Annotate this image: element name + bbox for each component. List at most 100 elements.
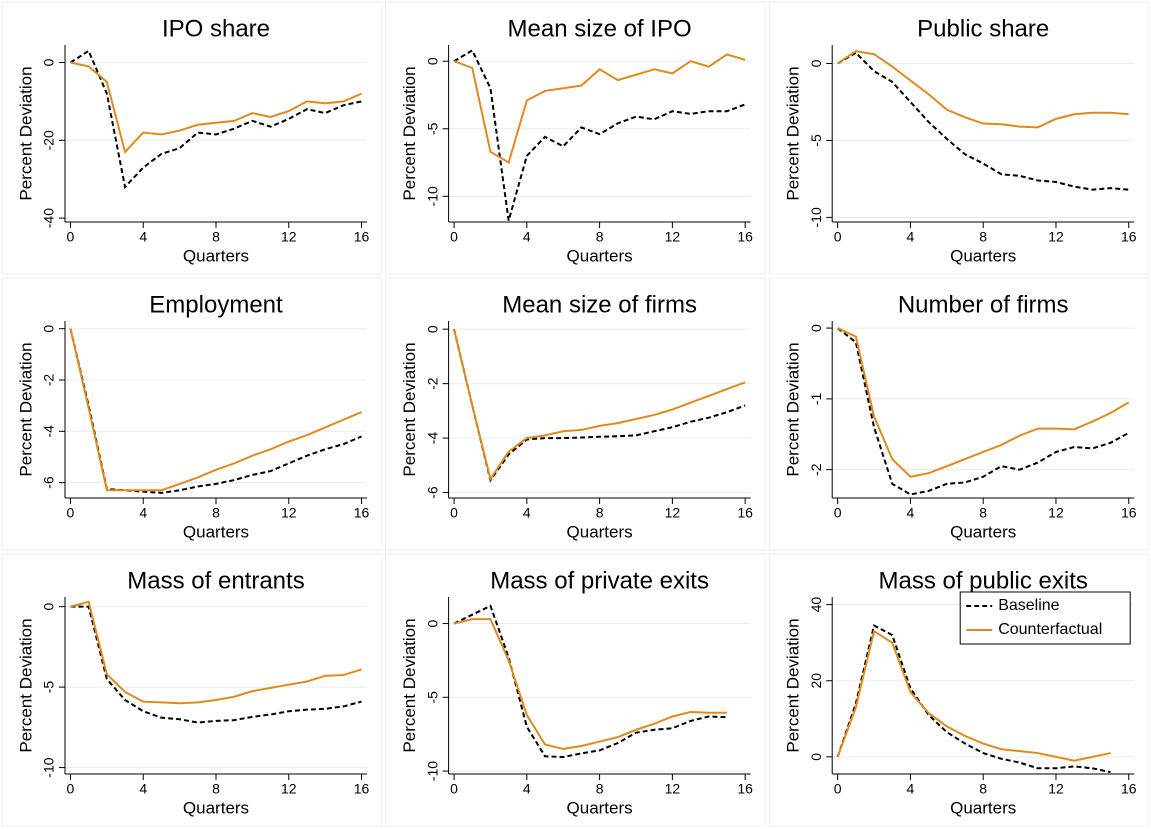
- y-tick-label: -20: [41, 130, 57, 150]
- panel-title: Number of firms: [898, 291, 1069, 318]
- x-tick-label: 16: [354, 505, 370, 521]
- y-tick-label: -40: [41, 208, 57, 228]
- panel: Mass of entrants 0 -5 -10 0 4 8 12 16 Quarters Per…: [1, 553, 383, 827]
- panel-frame: [768, 1, 1150, 275]
- legend-label: Counterfactual: [998, 621, 1102, 638]
- x-tick-label: 16: [737, 505, 753, 521]
- x-tick-label: 4: [907, 229, 915, 245]
- x-tick-label: 12: [281, 505, 297, 521]
- series-line: [453, 48, 746, 221]
- y-axis-label: Percent Deviation: [16, 342, 35, 476]
- series-line: [69, 328, 362, 494]
- series-line: [837, 327, 1130, 478]
- x-tick-label: 4: [523, 781, 531, 797]
- y-tick-label: 0: [41, 603, 57, 611]
- series-line: [837, 327, 1130, 496]
- series-line: [453, 618, 727, 750]
- panel-title: IPO share: [162, 15, 270, 42]
- x-tick-label: 4: [907, 781, 915, 797]
- y-axis-label: Percent Deviation: [16, 618, 35, 752]
- y-axis-label: Percent Deviation: [400, 342, 419, 476]
- panel-title: Mass of private exits: [490, 567, 709, 594]
- series-line: [837, 50, 1129, 129]
- x-tick-label: 0: [834, 781, 842, 797]
- panel-frame: [385, 277, 766, 551]
- x-tick-label: 8: [212, 781, 220, 797]
- y-axis-label: Percent Deviation: [400, 618, 419, 752]
- x-tick-label: 8: [979, 229, 987, 245]
- panel-title: Mean size of IPO: [508, 15, 692, 42]
- x-axis-label: Quarters: [183, 522, 249, 541]
- x-tick-label: 4: [523, 229, 531, 245]
- x-tick-label: 0: [67, 229, 75, 245]
- y-tick-label: -5: [41, 681, 57, 694]
- x-tick-label: 16: [737, 781, 753, 797]
- x-tick-label: 8: [212, 505, 220, 521]
- y-axis-label: Percent Deviation: [784, 618, 803, 752]
- panel: Number of firms 0 -1 -2 0 4 8 12 16 Quarters Perce…: [768, 277, 1150, 551]
- series-line: [453, 604, 727, 759]
- panel: Employment 0 -2 -4 -6 0 4 8 12 16 Quarters Percent …: [1, 277, 383, 551]
- y-tick-label: -2: [808, 463, 824, 476]
- panel-frame: [1, 277, 383, 551]
- series-line: [837, 51, 1129, 191]
- x-tick-label: 12: [281, 229, 297, 245]
- panel: Mass of public exits 0 20 40 0 4 8 12 16 Quarters…: [768, 553, 1150, 827]
- series-line: [70, 605, 362, 724]
- y-tick-label: 0: [808, 753, 824, 761]
- y-tick-label: -4: [41, 425, 57, 438]
- x-tick-label: 8: [596, 781, 604, 797]
- panel-frame: [385, 1, 766, 275]
- x-tick-label: 8: [979, 505, 987, 521]
- panel: Mean size of firms 0 -2 -4 -6 0 4 8 12 16 Quarters…: [385, 277, 766, 551]
- y-tick-label: 0: [424, 619, 440, 627]
- x-tick-label: 12: [1048, 229, 1064, 245]
- x-axis-label: Quarters: [950, 246, 1016, 265]
- x-tick-label: 0: [450, 229, 458, 245]
- x-axis-label: Quarters: [950, 522, 1016, 541]
- panel-frame: [385, 553, 766, 827]
- y-tick-label: 40: [808, 597, 824, 613]
- y-tick-label: 0: [808, 324, 824, 332]
- series-line: [453, 328, 746, 483]
- series-line: [70, 600, 362, 705]
- y-tick-label: -4: [424, 432, 440, 445]
- x-tick-label: 16: [354, 781, 370, 797]
- y-tick-label: 0: [41, 325, 57, 333]
- y-tick-label: -10: [41, 757, 57, 777]
- panel: Mass of private exits 0 -5 -10 0 4 8 12 16 Quarte…: [385, 553, 766, 827]
- series-line: [453, 53, 746, 165]
- series-line: [69, 328, 362, 492]
- y-tick-label: 0: [424, 325, 440, 333]
- y-tick-label: -6: [41, 476, 57, 489]
- x-tick-label: 12: [1048, 505, 1064, 521]
- panel-title: Employment: [149, 291, 283, 318]
- y-tick-label: -10: [424, 186, 440, 206]
- x-tick-label: 12: [665, 781, 681, 797]
- y-tick-label: -10: [808, 207, 824, 227]
- x-tick-label: 12: [665, 505, 681, 521]
- panel-frame: [768, 277, 1150, 551]
- series-line: [70, 61, 362, 154]
- y-tick-label: -1: [808, 392, 824, 405]
- y-axis-label: Percent Deviation: [784, 342, 803, 476]
- x-axis-label: Quarters: [567, 522, 633, 541]
- x-tick-label: 16: [1121, 781, 1137, 797]
- x-tick-label: 16: [1121, 505, 1137, 521]
- y-tick-label: -10: [424, 761, 440, 781]
- y-axis-label: Percent Deviation: [784, 66, 803, 200]
- x-tick-label: 0: [834, 229, 842, 245]
- x-axis-label: Quarters: [567, 246, 633, 265]
- y-axis-label: Percent Deviation: [16, 66, 35, 200]
- y-tick-label: 0: [41, 58, 57, 66]
- panel: Public share 0 -5 -10 0 4 8 12 16 Quarters Percent…: [768, 1, 1150, 275]
- panel-frame: [1, 1, 383, 275]
- x-tick-label: 4: [523, 505, 531, 521]
- x-tick-label: 4: [139, 505, 147, 521]
- x-tick-label: 4: [907, 505, 915, 521]
- x-tick-label: 8: [596, 229, 604, 245]
- legend-label: Baseline: [998, 597, 1059, 614]
- series-line: [69, 49, 362, 190]
